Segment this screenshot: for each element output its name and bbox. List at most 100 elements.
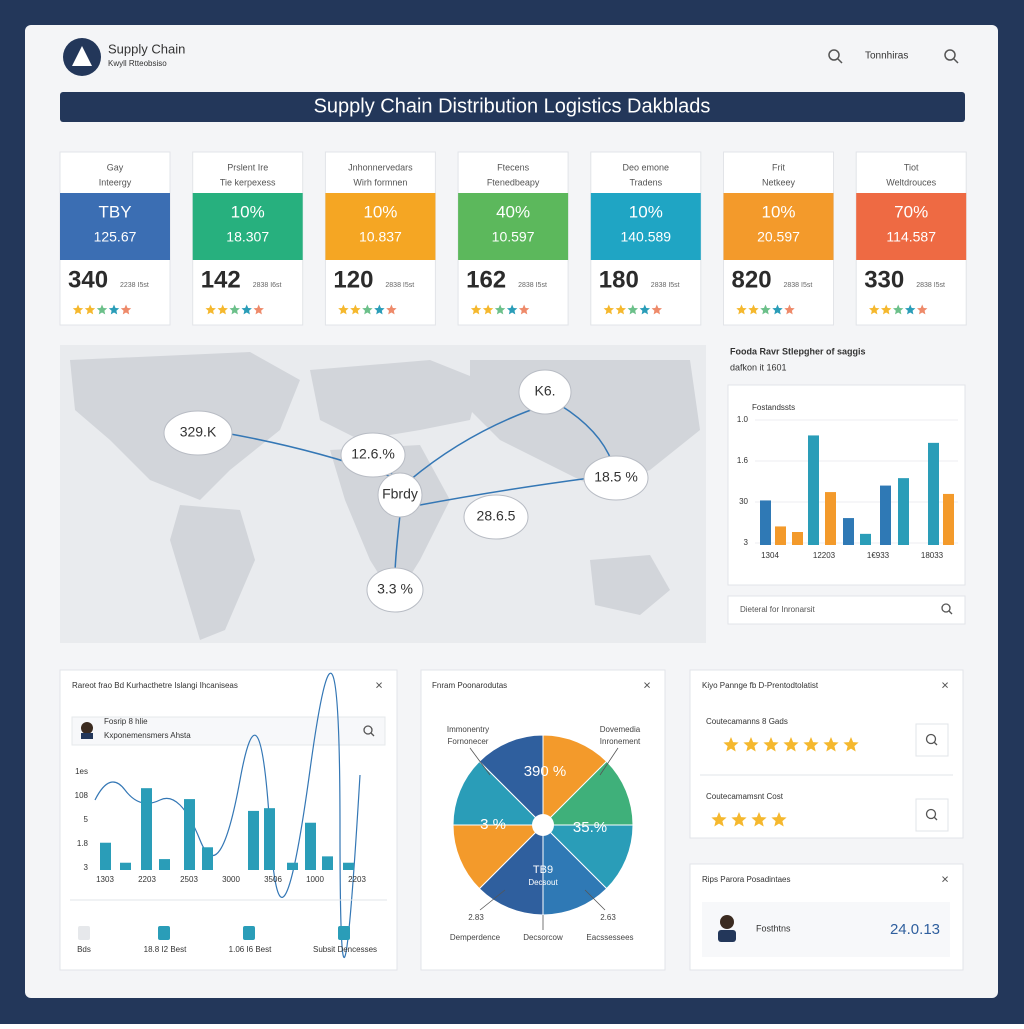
map-label: 18.5 % xyxy=(594,469,638,485)
star-rating xyxy=(470,304,530,315)
rating-label: Coutecamanns 8 Gads xyxy=(706,717,788,726)
pie-label: 35.% xyxy=(573,819,607,836)
chart-title: Fostandssts xyxy=(752,403,795,412)
map-bubble xyxy=(366,567,424,613)
close-icon[interactable]: × xyxy=(941,677,949,692)
kpi-band xyxy=(325,193,436,260)
bar xyxy=(760,500,771,545)
bar xyxy=(159,859,170,870)
pie-callout: Demperdence xyxy=(450,933,501,942)
star xyxy=(120,304,132,315)
tagline: Kwyll Rtteobsiso xyxy=(108,59,167,68)
footer-icon xyxy=(78,926,90,940)
y-tick-label: 1.6 xyxy=(737,456,749,465)
star-rating xyxy=(869,304,928,315)
close-icon[interactable]: × xyxy=(941,871,949,886)
map-label: 3.3 % xyxy=(377,581,413,597)
pie-callout: Dovemedia xyxy=(600,725,641,734)
search-icon[interactable] xyxy=(941,603,953,615)
kpi-amount: 10.597 xyxy=(492,229,535,245)
pie-label: Decsout xyxy=(528,878,558,887)
star xyxy=(84,304,96,315)
kpi-percent: TBY xyxy=(98,202,131,221)
map-label: 329.K xyxy=(180,424,217,440)
close-icon[interactable]: × xyxy=(643,677,651,692)
star-rating xyxy=(205,304,264,315)
search-icon[interactable] xyxy=(828,49,843,64)
title-banner xyxy=(60,92,965,122)
avatar-body xyxy=(718,930,736,942)
pie-callout: Decsorcow xyxy=(523,933,563,942)
search-icon[interactable] xyxy=(363,725,375,737)
pie-slice xyxy=(478,734,544,827)
star xyxy=(229,304,240,315)
map-label: 12.6.% xyxy=(351,446,395,462)
star xyxy=(905,304,916,315)
kpi-label: Tiot xyxy=(904,162,919,172)
pie-label: TB9 xyxy=(533,864,553,876)
kpi-value: 820 xyxy=(732,266,772,293)
star xyxy=(615,304,626,315)
search-icon xyxy=(933,741,938,746)
y-tick-label: 30 xyxy=(739,497,748,506)
map-bubble xyxy=(583,455,649,501)
search-label[interactable]: Tonnhiras xyxy=(865,51,908,62)
x-tick-label: 1€933 xyxy=(867,551,890,560)
kpi-label: Inteergy xyxy=(99,177,132,187)
search-box[interactable] xyxy=(727,595,966,625)
star xyxy=(482,304,494,315)
kpi-value: 340 xyxy=(68,266,108,293)
bar xyxy=(792,532,803,545)
map-bubble xyxy=(518,369,572,415)
pie-slice xyxy=(478,823,544,916)
search-icon[interactable] xyxy=(944,49,959,64)
star xyxy=(823,737,839,752)
x-tick-label: 3506 xyxy=(264,875,282,884)
kpi-band xyxy=(192,193,303,260)
star xyxy=(470,304,482,315)
trend-card xyxy=(59,669,398,971)
kpi-value: 180 xyxy=(599,266,639,293)
star xyxy=(869,304,880,315)
kpi-band xyxy=(458,193,569,260)
callout-line xyxy=(599,747,619,776)
bar xyxy=(100,842,111,870)
rating-label: Coutecamamsnt Cost xyxy=(706,792,784,801)
bar xyxy=(898,478,909,545)
kpi-percent: 10% xyxy=(231,202,265,221)
footer-label: 1.06 I6 Best xyxy=(229,945,272,954)
bar xyxy=(322,856,333,870)
star xyxy=(760,304,771,315)
chart-card xyxy=(727,384,966,586)
panel-subtitle: dafkon it 1601 xyxy=(730,362,787,372)
kpi-label: Tradens xyxy=(629,177,662,187)
person-name: Fosthtns xyxy=(756,923,791,933)
x-tick-label: 3000 xyxy=(222,875,240,884)
star xyxy=(751,812,767,827)
bar xyxy=(843,518,854,545)
x-tick-label: 12203 xyxy=(813,551,836,560)
y-tick-label: 1es xyxy=(75,767,88,776)
map-bubble xyxy=(463,494,529,540)
search-button[interactable] xyxy=(915,723,949,757)
star-rating xyxy=(338,304,397,315)
kpi-label: Weltdrouces xyxy=(886,177,936,187)
y-tick-label: 1.8 xyxy=(77,839,89,848)
x-tick-label: 1000 xyxy=(306,875,324,884)
star xyxy=(72,304,84,315)
search-button[interactable] xyxy=(915,798,949,832)
pie-callout: Fornonecer xyxy=(448,737,489,746)
panel-title: Kiyo Pannge fb D-Prentodtolatist xyxy=(702,681,819,690)
star xyxy=(736,304,747,315)
kpi-label: Ftecens xyxy=(497,162,530,172)
close-icon[interactable]: × xyxy=(375,677,383,692)
kpi-label: Frit xyxy=(772,162,785,172)
kpi-note: 2838 I5st xyxy=(651,282,680,289)
kpi-percent: 10% xyxy=(761,202,795,221)
bar xyxy=(264,808,275,870)
star xyxy=(603,304,614,315)
kpi-amount: 18.307 xyxy=(226,229,269,245)
bar xyxy=(202,847,213,870)
bar xyxy=(141,788,152,870)
x-tick-label: 2503 xyxy=(180,875,198,884)
